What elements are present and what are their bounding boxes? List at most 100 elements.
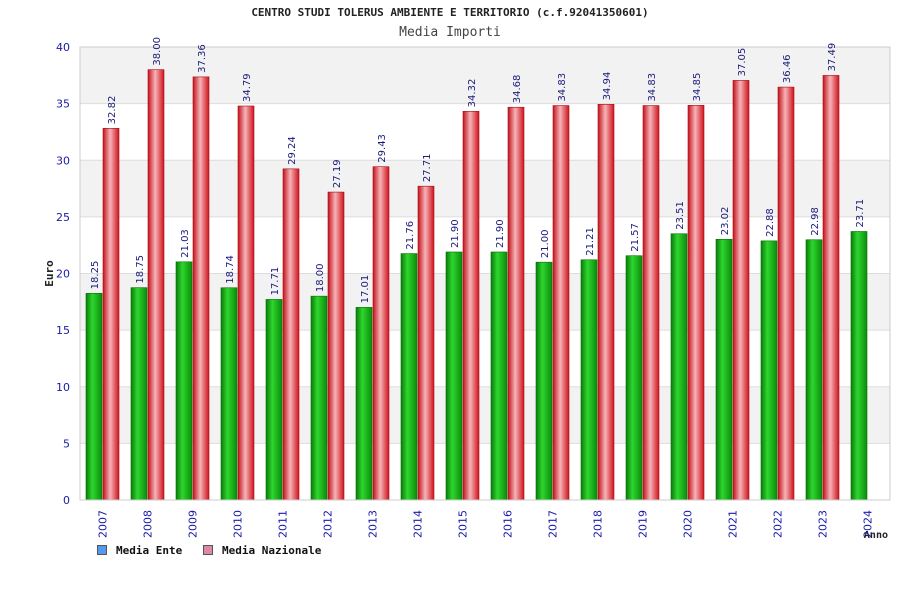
grid-lines [80, 46, 890, 501]
data-label: 37.05 [737, 48, 748, 77]
bar-media-ente [445, 251, 463, 501]
y-tick-label: 20 [56, 268, 70, 281]
background-band [80, 330, 890, 387]
data-label: 34.83 [557, 73, 568, 102]
data-label: 22.88 [765, 208, 776, 237]
data-label: 17.71 [270, 267, 281, 296]
legend-item-media-ente: Media Ente [97, 542, 182, 558]
bar-media-nazionale [237, 105, 255, 501]
legend-label-media-ente: Media Ente [116, 543, 183, 557]
data-label: 34.85 [692, 73, 703, 102]
x-tick-label: 2011 [277, 510, 290, 538]
y-axis-title: Euro [43, 260, 56, 287]
bar-media-ente [265, 299, 283, 501]
x-tick-label: 2020 [682, 510, 695, 538]
data-label: 18.00 [315, 264, 326, 293]
bar-media-ente [625, 255, 643, 501]
bar-media-nazionale [417, 185, 435, 501]
background-band [80, 443, 890, 500]
axes: 0 5 10 15 20 25 30 35 40 Euro Anno 2007 2008 2009 2010… [43, 41, 891, 541]
x-tick-label: 2013 [367, 510, 380, 538]
bar-media-nazionale [777, 86, 795, 501]
bar-media-ente [760, 240, 778, 501]
data-label: 21.90 [495, 219, 506, 248]
bar-media-nazionale [687, 105, 705, 501]
y-tick-label: 40 [56, 41, 70, 54]
y-tick-label: 10 [56, 381, 70, 394]
bar-media-nazionale [372, 166, 390, 501]
x-tick-label: 2022 [772, 510, 785, 538]
background-band [80, 273, 890, 331]
data-label: 21.03 [180, 229, 191, 258]
bar-media-ente [490, 251, 508, 501]
data-label: 22.98 [810, 207, 821, 236]
data-label: 29.24 [287, 136, 298, 165]
data-label: 29.43 [377, 134, 388, 163]
background-band [80, 103, 890, 161]
bar-media-ente [535, 261, 553, 501]
data-label: 32.82 [107, 96, 118, 125]
bar-media-nazionale [282, 168, 300, 501]
data-label: 21.21 [585, 227, 596, 256]
bar-media-ente [130, 287, 148, 501]
y-tick-label: 30 [56, 154, 70, 167]
x-tick-label: 2015 [457, 510, 470, 538]
bar-media-nazionale [192, 76, 210, 501]
data-label: 34.32 [467, 79, 478, 108]
bars-group [85, 69, 868, 501]
data-label: 18.74 [225, 255, 236, 284]
data-label: 18.75 [135, 255, 146, 284]
chart-title: CENTRO STUDI TOLERUS AMBIENTE E TERRITOR… [251, 6, 649, 19]
data-label: 37.49 [827, 43, 838, 72]
x-tick-label: 2012 [322, 510, 335, 538]
bar-media-ente [580, 259, 598, 501]
background-band [80, 47, 890, 104]
data-label: 21.57 [630, 223, 641, 252]
bar-media-nazionale [462, 111, 480, 501]
bar-media-ente [85, 293, 103, 501]
data-label: 18.25 [90, 261, 101, 290]
data-label: 21.00 [540, 230, 551, 259]
data-label: 37.36 [197, 44, 208, 73]
data-label: 27.71 [422, 154, 433, 183]
x-tick-label: 2017 [547, 510, 560, 538]
data-label: 34.68 [512, 75, 523, 104]
data-label: 34.83 [647, 73, 658, 102]
bar-media-ente [355, 307, 373, 501]
data-label: 27.19 [332, 159, 343, 188]
y-tick-label: 0 [63, 494, 70, 507]
x-tick-label: 2010 [232, 510, 245, 538]
x-tick-label: 2023 [817, 510, 830, 538]
data-label: 23.51 [675, 201, 686, 230]
data-label: 34.79 [242, 73, 253, 102]
background-band [80, 386, 890, 444]
x-tick-label: 2024 [862, 510, 875, 538]
bar-media-ente [850, 231, 868, 501]
x-tick-label: 2016 [502, 510, 515, 538]
data-label: 21.76 [405, 221, 416, 250]
x-tick-label: 2019 [637, 510, 650, 538]
bar-media-nazionale [822, 75, 840, 501]
data-labels: 18.25 32.82 18.75 38.00 21.03 37.36 18.74 34.79… [90, 37, 866, 303]
legend-label-media-nazionale: Media Nazionale [222, 543, 322, 557]
y-tick-label: 15 [56, 324, 70, 337]
data-label: 34.94 [602, 72, 613, 101]
data-label: 23.71 [855, 199, 866, 228]
bar-media-ente [175, 261, 193, 501]
bar-media-nazionale [507, 106, 525, 501]
x-tick-label: 2014 [412, 510, 425, 538]
x-axis-title: Anno [864, 530, 888, 541]
bar-media-ente [805, 239, 823, 501]
x-tick-label: 2018 [592, 510, 605, 538]
data-label: 17.01 [360, 275, 371, 304]
data-label: 38.00 [152, 37, 163, 66]
plot-background [80, 47, 890, 500]
y-tick-label: 25 [56, 211, 70, 224]
y-tick-label: 5 [63, 437, 70, 450]
x-tick-label: 2009 [187, 510, 200, 538]
plot-border [79, 46, 891, 501]
y-tick-label: 35 [56, 98, 70, 111]
bar-media-nazionale [552, 105, 570, 501]
bar-media-ente [670, 233, 688, 501]
